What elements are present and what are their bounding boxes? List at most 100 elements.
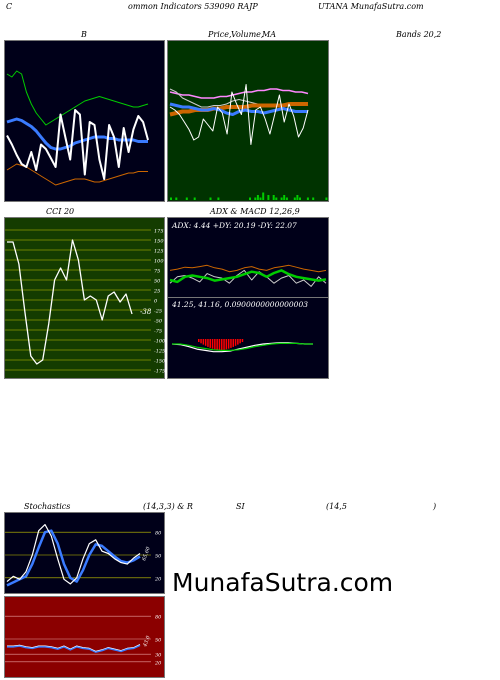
bollinger-middle-line — [6, 117, 148, 151]
macd-readout: 41.25, 41.16, 0.0900000000000003 — [172, 300, 308, 309]
cci-title: CCI 20 — [46, 207, 75, 216]
volume-bar — [293, 197, 296, 200]
volume-title: Volume, — [231, 30, 264, 39]
stoch-last-label: 65.60 — [141, 545, 152, 561]
price-chart — [169, 84, 328, 200]
stoch-panel: 80 50 20 65.60 — [4, 512, 165, 594]
macd-hist-bar — [227, 339, 230, 349]
macd-hist-bar — [198, 339, 200, 342]
macd-hist-bar — [239, 339, 241, 344]
bands-title: Bands 20,2 — [396, 30, 442, 39]
rsi-line — [7, 644, 141, 653]
bollinger-panel — [4, 40, 165, 202]
cci-tick-label: 50 — [154, 279, 161, 285]
cci-tick-label: 0 — [154, 299, 158, 305]
macd-hist-bar — [204, 339, 207, 346]
minus-di-line — [169, 269, 327, 287]
rsi-title: SI — [236, 502, 245, 511]
bollinger-title: B — [81, 30, 87, 39]
header-mid: ommon Indicators 539090 RAJP — [128, 2, 258, 11]
volume-bar — [175, 197, 178, 200]
volume-bar — [209, 197, 212, 200]
stoch-d-line — [6, 529, 141, 587]
adx-macd-title: ADX & MACD 12,26,9 — [210, 207, 300, 216]
price-line — [169, 84, 309, 145]
volume-bar — [275, 197, 278, 200]
volume-bar — [272, 195, 275, 200]
rsi-last-label: 43.0 — [142, 634, 152, 648]
volume-bar — [262, 192, 265, 200]
rsi-tick-label: 50 — [155, 638, 162, 644]
macd-line — [171, 342, 313, 353]
rsi-tick-label: 80 — [155, 615, 162, 621]
cci-tick-label: 150 — [154, 239, 164, 245]
macd-hist-bar — [237, 339, 239, 345]
volume-bar — [325, 197, 328, 200]
macd-hist-bar — [232, 339, 234, 347]
stoch-chart: 80 50 20 65.60 — [5, 524, 162, 587]
stoch-tick-label: 80 — [155, 531, 162, 537]
adx-readout: ADX: 4.44 +DY: 20.19 -DY: 22.07 — [172, 221, 297, 230]
cci-tick-label: 175 — [154, 229, 164, 235]
cci-tick-label: 75 — [154, 269, 160, 275]
stoch-tick-label: 20 — [154, 576, 162, 582]
macd-chart — [171, 339, 313, 353]
stoch-title: Stochastics — [24, 502, 71, 511]
rsi-signal-line — [7, 644, 141, 652]
ma-line-blue — [169, 102, 308, 116]
macd-hist-bar — [234, 339, 237, 346]
header-left: C — [6, 2, 13, 11]
cci-chart: 175 150 125 100 75 50 25 0 -25 -50 -75 -100 -125 -150… — [5, 229, 166, 375]
plus-di-line — [169, 269, 327, 284]
macd-hist-bar — [230, 339, 232, 348]
macd-hist-bar — [211, 339, 214, 349]
macd-hist-bar — [225, 339, 228, 350]
stoch-k-line — [6, 524, 141, 585]
macd-signal-line — [172, 342, 313, 352]
bollinger-upper-line — [6, 70, 149, 126]
rsi-params: (14,5 — [326, 502, 347, 511]
volume-bar — [296, 195, 299, 200]
cci-panel: 175 150 125 100 75 50 25 0 -25 -50 -75 -100 -125 -150… — [4, 217, 166, 379]
rsi-panel: 80 50 30 20 43.0 — [4, 596, 165, 678]
ma-line-pink — [169, 88, 309, 99]
volume-bar — [256, 195, 259, 200]
volume-bar — [170, 197, 172, 200]
volume-bar — [185, 197, 188, 200]
bollinger-chart — [6, 70, 149, 186]
rsi-tick-label: 30 — [155, 653, 162, 659]
cci-tick-label: -150 — [154, 359, 166, 365]
cci-tick-label: -75 — [154, 329, 162, 335]
volume-bar — [312, 197, 315, 200]
cci-tick-label: 100 — [154, 259, 164, 265]
macd-hist-bar — [207, 339, 209, 347]
cci-tick-label: -50 — [154, 319, 163, 325]
volume-bar — [217, 197, 220, 200]
volume-bar — [249, 197, 251, 200]
volume-bar — [283, 195, 286, 200]
volume-bar — [280, 197, 283, 200]
adx-chart — [169, 264, 327, 287]
macd-hist-bar — [221, 339, 223, 350]
macd-panel: 41.25, 41.16, 0.0900000000000003 — [167, 297, 329, 379]
cci-tick-label: -25 — [154, 309, 162, 315]
volume-bar — [299, 197, 301, 200]
stoch-tick-label: 50 — [155, 554, 162, 560]
volume-bar — [259, 197, 262, 200]
macd-hist-bar — [200, 339, 202, 344]
price-title: Price, — [208, 30, 232, 39]
bollinger-price-line — [6, 109, 149, 180]
cci-tick-label: 25 — [153, 289, 160, 295]
macd-hist-bar — [241, 339, 244, 342]
cci-tick-label: -100 — [154, 339, 166, 345]
ma-line-orange — [169, 102, 308, 117]
adx-line — [169, 264, 327, 273]
macd-hist-bar — [214, 339, 216, 350]
volume-bar — [267, 195, 270, 200]
stoch-params: (14,3,3) & R — [143, 502, 193, 511]
cci-tick-label: -125 — [154, 349, 165, 355]
macd-hist-bar — [223, 339, 225, 350]
rsi-tick-label: 20 — [154, 660, 162, 666]
cci-tick-label: -175 — [154, 369, 165, 375]
